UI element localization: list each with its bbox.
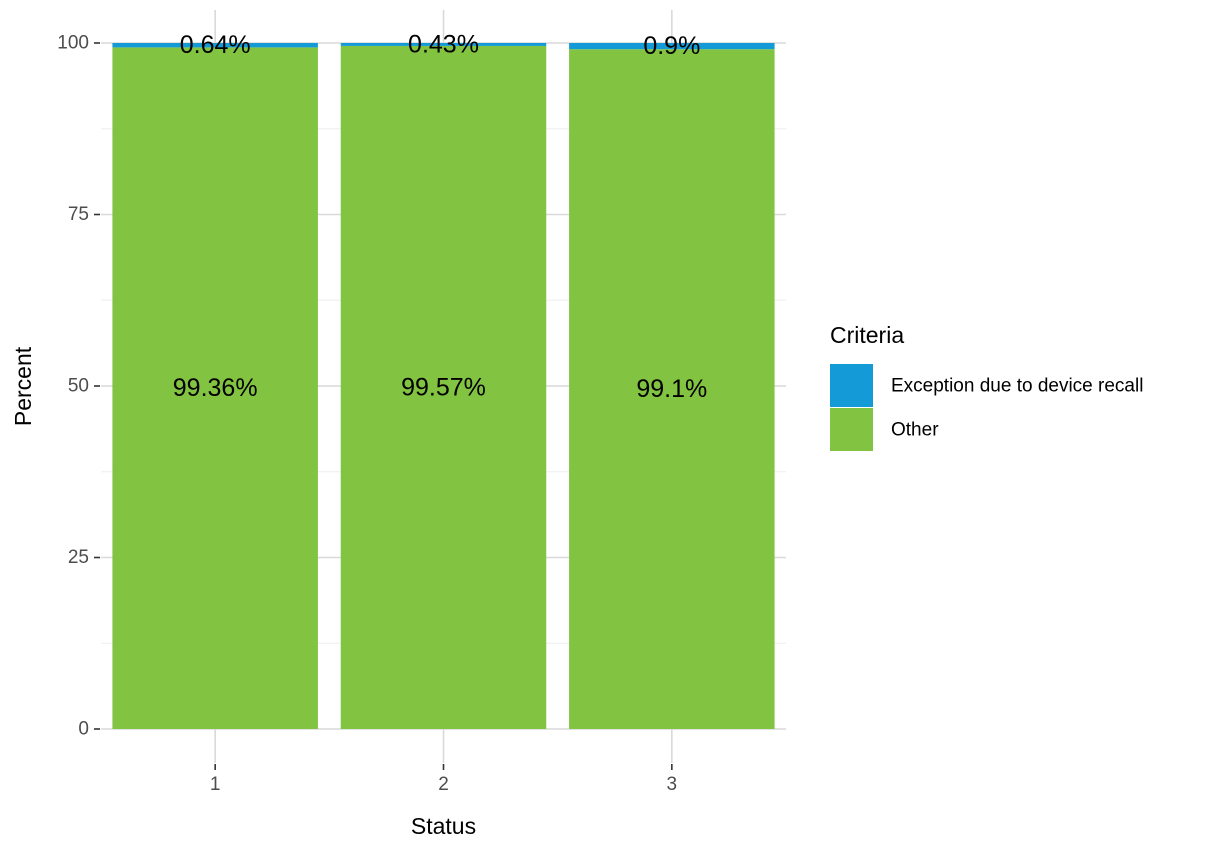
y-tick-label: 50 (68, 376, 89, 397)
bar-segment (569, 49, 775, 729)
y-axis: 0 25 50 75 100 (57, 33, 100, 740)
legend-label: Other (891, 420, 939, 441)
y-tick-label: 0 (78, 719, 89, 740)
bar-segment (569, 43, 775, 50)
x-tick-label: 3 (667, 774, 678, 795)
bars (112, 43, 775, 730)
legend-swatch (830, 408, 873, 451)
data-label: 0.9% (643, 32, 700, 60)
y-tick-label: 75 (68, 204, 89, 225)
data-label: 99.57% (401, 373, 486, 401)
data-labels: 99.36% 0.64% 99.57% 0.43% 99.1% 0.9% (173, 30, 708, 403)
x-tick-label: 1 (210, 774, 221, 795)
legend: Criteria Exception due to device recall O… (830, 322, 1143, 451)
data-label: 0.64% (180, 31, 251, 59)
legend-label: Exception due to device recall (891, 376, 1143, 397)
data-label: 0.43% (408, 30, 479, 58)
legend-swatch (830, 364, 873, 407)
legend-title: Criteria (830, 322, 904, 348)
x-axis: 1 2 3 (210, 764, 677, 795)
y-tick-label: 25 (68, 547, 89, 568)
y-axis-title: Percent (10, 346, 36, 426)
bar-segment (340, 43, 547, 46)
bar-segment (340, 45, 547, 729)
bar-segment (112, 43, 318, 48)
x-tick-label: 2 (438, 774, 449, 795)
data-label: 99.1% (636, 375, 707, 403)
data-label: 99.36% (173, 374, 258, 402)
y-tick-label: 100 (57, 33, 89, 54)
bar-segment (112, 47, 318, 730)
x-axis-title: Status (411, 813, 476, 839)
